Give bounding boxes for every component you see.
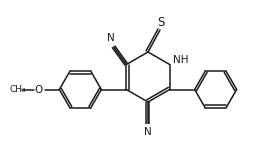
- Text: CH₃: CH₃: [9, 85, 26, 94]
- Text: N: N: [144, 127, 152, 137]
- Text: S: S: [157, 16, 165, 28]
- Text: NH: NH: [173, 55, 189, 64]
- Text: N: N: [108, 32, 115, 43]
- Text: O: O: [34, 84, 42, 95]
